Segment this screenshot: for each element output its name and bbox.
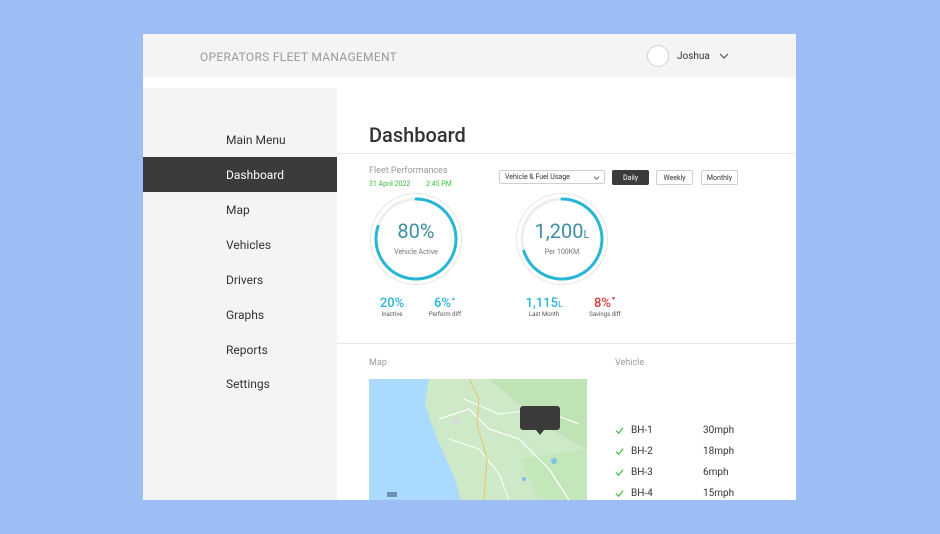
gauge-label: Per 100KM <box>544 248 580 256</box>
sidebar-item-map[interactable]: Map <box>143 192 337 227</box>
sidebar-item-label: Dashboard <box>226 167 285 182</box>
sidebar-item-label: Settings <box>226 376 270 391</box>
divider <box>337 153 796 154</box>
gauge-value: 1,200L <box>534 219 590 243</box>
check-icon <box>615 489 624 497</box>
check-icon <box>615 447 624 455</box>
app-title: OPERATORS FLEET MANAGEMENT <box>200 50 398 64</box>
stat-inactive: 20% Inactive <box>379 296 405 318</box>
check-icon <box>615 468 624 476</box>
map-view[interactable] <box>369 379 587 500</box>
gauge-progress-arc <box>374 197 458 281</box>
stat-perform-diff: 6%▲ Perform diff <box>428 296 462 318</box>
main-content: Dashboard Fleet Performances 31 April 20… <box>337 77 796 500</box>
stat-last-month: 1,115L Last Month <box>525 296 563 318</box>
sidebar-item-label: Map <box>226 202 250 217</box>
period-daily-button[interactable]: Daily <box>612 170 649 185</box>
vehicle-speed: 6mph <box>703 466 729 478</box>
sidebar-item-settings[interactable]: Settings <box>143 366 337 401</box>
divider <box>337 343 796 344</box>
vehicle-row[interactable]: BH-4 15mph <box>615 486 785 500</box>
map-marker-popup <box>520 406 560 430</box>
vehicle-list-title: Vehicle <box>615 358 645 368</box>
vehicle-active-gauge: 80% Vehicle Active <box>369 192 463 286</box>
sidebar-item-label: Reports <box>226 342 268 357</box>
map-image <box>369 379 587 500</box>
arrow-up-icon: ▲ <box>451 296 456 302</box>
sidebar-item-label: Graphs <box>226 307 265 322</box>
vehicle-id: BH-1 <box>631 424 653 436</box>
fuel-usage-gauge: 1,200L Per 100KM <box>515 192 609 286</box>
avatar <box>647 45 669 67</box>
gauge-value: 80% <box>397 219 435 243</box>
sidebar-item-drivers[interactable]: Drivers <box>143 262 337 297</box>
vehicle-id: BH-4 <box>631 487 653 499</box>
arrow-down-icon: ▼ <box>611 296 616 302</box>
vehicle-list <box>608 379 796 500</box>
top-bar: OPERATORS FLEET MANAGEMENT Joshua <box>143 34 796 77</box>
fleet-performance-title: Fleet Performances <box>369 166 448 176</box>
stat-savings-diff: 8%▼ Savings diff <box>589 296 621 318</box>
sidebar-item-main-menu[interactable]: Main Menu <box>143 122 337 157</box>
sidebar-item-dashboard[interactable]: Dashboard <box>143 157 337 192</box>
metric-select-value: Vehicle & Fuel Usage <box>505 173 570 181</box>
period-monthly-button[interactable]: Monthly <box>701 170 738 185</box>
user-name: Joshua <box>677 50 710 62</box>
period-weekly-button[interactable]: Weekly <box>656 170 693 185</box>
vehicle-row[interactable]: BH-3 6mph <box>615 465 785 479</box>
fleet-date: 31 April 2022 <box>369 180 411 188</box>
vehicle-speed: 18mph <box>703 445 735 457</box>
chevron-down-icon <box>593 176 600 180</box>
page-title: Dashboard <box>369 123 466 147</box>
sidebar: Main Menu Dashboard Map Vehicles Drivers… <box>143 88 337 500</box>
map-title: Map <box>369 358 387 368</box>
vehicle-speed: 30mph <box>703 424 735 436</box>
sidebar-item-label: Main Menu <box>226 132 286 147</box>
user-menu[interactable]: Joshua <box>647 45 730 67</box>
vehicle-row[interactable]: BH-1 30mph <box>615 423 785 437</box>
vehicle-speed: 15mph <box>703 487 735 499</box>
sidebar-item-label: Vehicles <box>226 237 272 252</box>
sidebar-item-vehicles[interactable]: Vehicles <box>143 227 337 262</box>
sidebar-item-reports[interactable]: Reports <box>143 332 337 367</box>
gauge-progress-arc <box>520 197 604 281</box>
app-window: OPERATORS FLEET MANAGEMENT Joshua Main M… <box>143 34 796 500</box>
sidebar-item-label: Drivers <box>226 272 264 287</box>
chevron-down-icon <box>719 53 729 59</box>
check-icon <box>615 426 624 434</box>
vehicle-id: BH-3 <box>631 466 653 478</box>
gauge-label: Vehicle Active <box>394 248 438 256</box>
vehicle-row[interactable]: BH-2 18mph <box>615 444 785 458</box>
metric-select[interactable]: Vehicle & Fuel Usage <box>499 170 605 184</box>
fleet-time: 2:45 PM <box>426 180 452 188</box>
vehicle-id: BH-2 <box>631 445 653 457</box>
sidebar-item-graphs[interactable]: Graphs <box>143 297 337 332</box>
